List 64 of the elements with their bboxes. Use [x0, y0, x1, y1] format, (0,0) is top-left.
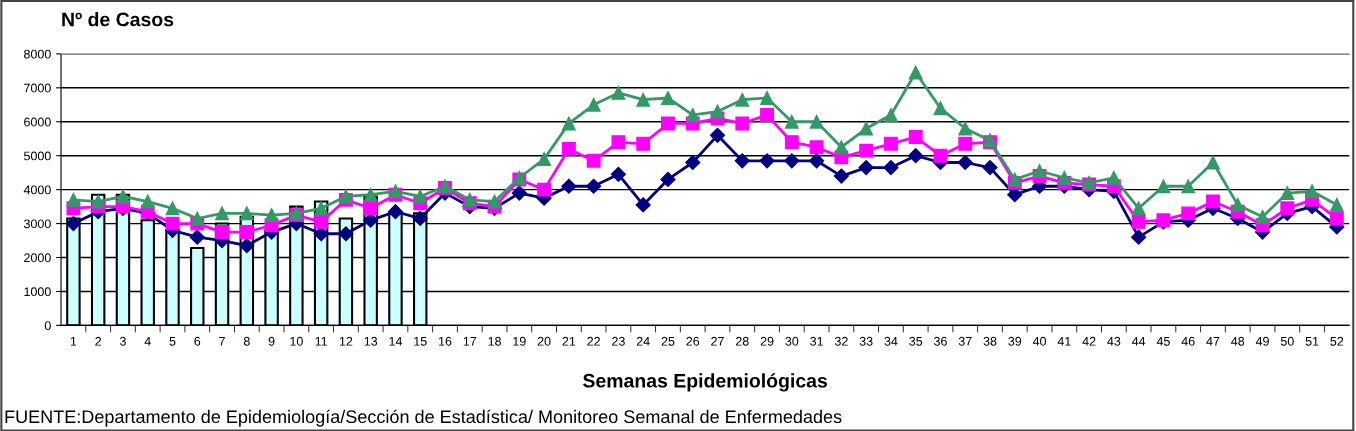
x-tick-label: 25: [661, 336, 675, 346]
x-tick-label: 1: [70, 336, 77, 346]
x-tick-label: 3: [119, 336, 126, 346]
x-tick-label: 7: [219, 336, 225, 346]
y-tick-label: 0: [44, 321, 51, 331]
x-tick-label: 51: [1305, 336, 1319, 346]
x-tick-label: 6: [194, 336, 201, 346]
y-tick-label: 4000: [23, 185, 51, 195]
x-tick-label: 37: [958, 336, 972, 346]
x-tick-label: 5: [169, 336, 176, 346]
x-tick-label: 8: [243, 336, 250, 346]
x-tick-label: 9: [268, 336, 275, 346]
x-tick-label: 19: [513, 336, 526, 346]
x-tick-label: 41: [1057, 336, 1071, 346]
y-tick-label: 6000: [24, 117, 51, 127]
x-tick-label: 29: [760, 336, 774, 346]
x-tick-label: 33: [859, 336, 873, 346]
x-tick-label: 30: [785, 336, 799, 346]
x-tick-label: 49: [1255, 336, 1269, 346]
x-tick-label: 39: [1008, 336, 1022, 346]
y-tick-label: 8000: [24, 49, 51, 59]
x-tick-label: 21: [562, 336, 576, 346]
y-tick-label: 7000: [24, 83, 51, 93]
x-tick-label: 40: [1032, 336, 1047, 346]
x-tick-label: 18: [488, 336, 501, 346]
x-tick-label: 24: [636, 336, 650, 346]
x-tick-label: 12: [339, 336, 353, 346]
x-tick-label: 35: [909, 336, 923, 346]
y-tick-label: 5000: [23, 151, 51, 161]
x-tick-label: 48: [1231, 336, 1245, 346]
x-tick-label: 22: [587, 336, 600, 346]
x-tick-label: 52: [1330, 336, 1344, 346]
x-tick-label: 20: [537, 336, 551, 346]
x-tick-label: 47: [1206, 336, 1220, 346]
x-tick-label: 43: [1107, 336, 1121, 346]
x-tick-label: 17: [463, 336, 477, 346]
x-tick-label: 13: [364, 336, 378, 346]
chart-title: Nº de Casos: [62, 12, 174, 27]
x-tick-label: 14: [389, 336, 403, 346]
x-tick-label: 45: [1156, 336, 1170, 346]
x-tick-label: 4: [144, 336, 151, 346]
x-tick-label: 34: [884, 336, 898, 346]
x-tick-label: 42: [1082, 336, 1096, 346]
y-tick-label: 1000: [24, 287, 51, 297]
x-tick-label: 26: [686, 336, 700, 346]
x-tick-label: 16: [439, 336, 452, 346]
x-tick-label: 38: [983, 336, 997, 346]
x-tick-label: 27: [711, 336, 724, 346]
source-note: FUENTE:Departamento de Epidemiología/Sección de Estadística/ Monitoreo Semanal de Enfermedades: [5, 409, 842, 427]
x-tick-label: 28: [735, 336, 749, 346]
x-tick-label: 36: [933, 336, 947, 346]
y-tick-label: 2000: [24, 253, 51, 263]
x-axis-title: Semanas Epidemiológicas: [583, 373, 827, 392]
x-tick-label: 23: [612, 336, 625, 346]
x-tick-label: 11: [315, 336, 328, 346]
x-tick-label: 15: [414, 336, 427, 346]
x-tick-label: 50: [1280, 336, 1294, 346]
x-tick-label: 46: [1181, 336, 1195, 346]
y-tick-label: 3000: [23, 219, 51, 229]
x-tick-label: 31: [810, 336, 823, 346]
x-tick-label: 44: [1131, 336, 1146, 346]
x-tick-label: 10: [290, 336, 303, 346]
x-tick-label: 32: [834, 336, 848, 346]
x-tick-label: 2: [95, 336, 102, 346]
